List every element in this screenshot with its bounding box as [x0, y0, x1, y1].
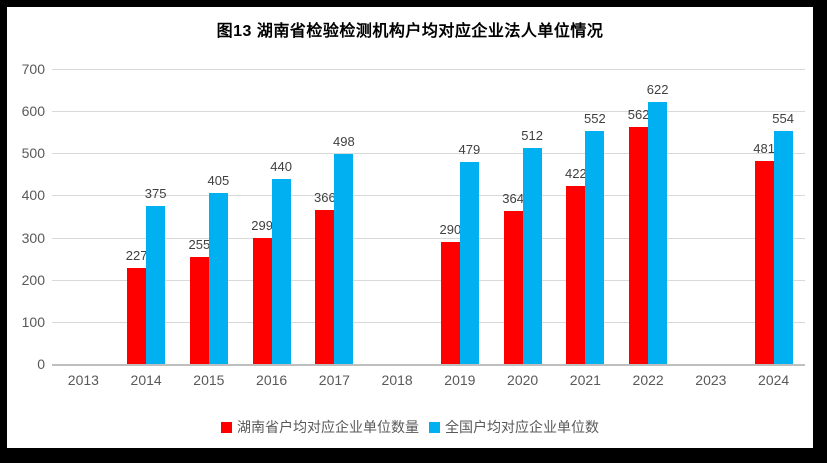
bar-national: 512 — [521, 128, 543, 364]
chart-title: 图13 湖南省检验检测机构户均对应企业法人单位情况 — [216, 23, 604, 40]
y-tick-label: 600 — [21, 103, 45, 120]
bar-value-label: 366 — [314, 189, 336, 205]
bar-national: 554 — [772, 111, 794, 364]
bar-national: 552 — [584, 111, 606, 364]
bar-hunan: 227 — [126, 248, 147, 364]
x-tick-label: 2015 — [193, 372, 225, 388]
legend-item-hunan: 湖南省户均对应企业单位数量 — [221, 417, 419, 437]
x-tick-label: 2013 — [67, 372, 99, 388]
bar-national: 375 — [145, 186, 166, 364]
x-tick-label: 2024 — [758, 372, 790, 388]
y-tick-label: 200 — [21, 271, 45, 288]
bar-hunan: 290 — [440, 222, 461, 364]
y-tick-label: 100 — [21, 313, 45, 330]
bar-value-label: 290 — [439, 221, 462, 237]
bar-hunan: 562 — [628, 107, 649, 364]
x-tick-label: 2020 — [507, 372, 539, 388]
bar-value-label: 498 — [333, 134, 355, 150]
x-axis-line — [52, 364, 805, 366]
bar-group: 227 375 — [115, 69, 178, 364]
y-tick-label: 300 — [21, 229, 45, 246]
bar-national: 498 — [333, 134, 355, 364]
bar-group: 481 554 — [742, 69, 805, 364]
legend-swatch-red-icon — [221, 421, 232, 433]
bar-group: 255 405 — [178, 69, 241, 364]
bar-value-label: 375 — [144, 185, 167, 201]
gridline — [52, 153, 805, 155]
y-tick-label: 700 — [21, 61, 45, 77]
bar-value-label: 422 — [565, 166, 587, 182]
bar-group: 290 479 — [429, 69, 492, 364]
legend-label-national: 全国户均对应企业单位数 — [445, 419, 599, 435]
bar-group: 562 622 — [617, 69, 680, 364]
gridline — [52, 69, 805, 70]
legend-swatch-blue-icon — [429, 421, 440, 433]
bar-hunan: 481 — [753, 141, 775, 364]
gridline — [52, 195, 805, 197]
plot-area: 227 375 255 405 299 440 366 498 290 479 364 512 422 5… — [52, 69, 805, 366]
y-tick-label: 500 — [21, 145, 45, 162]
bar-group: 422 552 — [554, 69, 617, 364]
x-tick-label: 2014 — [130, 372, 162, 388]
bar-value-label: 562 — [627, 107, 650, 123]
bar-group — [52, 69, 115, 364]
bar-hunan: 255 — [189, 237, 210, 364]
bar-group: 364 512 — [491, 69, 554, 364]
x-tick-label: 2018 — [381, 372, 413, 388]
bar-value-label: 479 — [458, 142, 481, 158]
bar-group: 366 498 — [303, 69, 366, 364]
bar-hunan: 299 — [251, 218, 273, 364]
bar-value-label: 299 — [251, 218, 273, 233]
x-tick-label: 2019 — [444, 372, 476, 388]
y-tick-label: 0 — [37, 356, 45, 372]
x-tick-label: 2016 — [256, 372, 288, 388]
x-tick-label: 2022 — [632, 372, 664, 388]
legend-item-national: 全国户均对应企业单位数 — [429, 417, 599, 437]
bar-value-label: 622 — [646, 81, 669, 97]
bar-value-label: 552 — [584, 111, 606, 127]
bar-hunan: 366 — [314, 190, 336, 364]
gridline — [52, 321, 805, 323]
bar-national: 405 — [208, 173, 229, 364]
gridline — [52, 111, 805, 113]
x-tick-label: 2017 — [318, 372, 350, 388]
x-tick-label: 2021 — [569, 372, 601, 388]
bar-national: 440 — [270, 159, 292, 364]
bar-value-label: 440 — [270, 158, 292, 174]
bar-value-label: 364 — [502, 190, 524, 206]
legend: 湖南省户均对应企业单位数量 全国户均对应企业单位数 — [7, 417, 813, 437]
bar-group: 299 440 — [240, 69, 303, 364]
bar-value-label: 405 — [207, 173, 230, 189]
bar-national: 479 — [459, 142, 480, 364]
bar-hunan: 422 — [565, 166, 587, 364]
bar-value-label: 512 — [521, 128, 543, 144]
legend-label-hunan: 湖南省户均对应企业单位数量 — [237, 419, 419, 435]
y-tick-label: 400 — [21, 187, 45, 204]
bar-national: 622 — [647, 82, 668, 364]
x-tick-label: 2023 — [695, 372, 727, 388]
bar-value-label: 255 — [188, 236, 211, 252]
bar-hunan: 364 — [502, 191, 524, 364]
bar-value-label: 227 — [125, 248, 148, 264]
chart-canvas: 图13 湖南省检验检测机构户均对应企业法人单位情况 227 375 255 405 29… — [7, 7, 813, 448]
bar-value-label: 481 — [753, 141, 775, 157]
gridline — [52, 279, 805, 281]
gridline — [52, 237, 805, 239]
bar-value-label: 554 — [772, 110, 794, 126]
bar-group — [680, 69, 743, 364]
bar-group — [366, 69, 429, 364]
